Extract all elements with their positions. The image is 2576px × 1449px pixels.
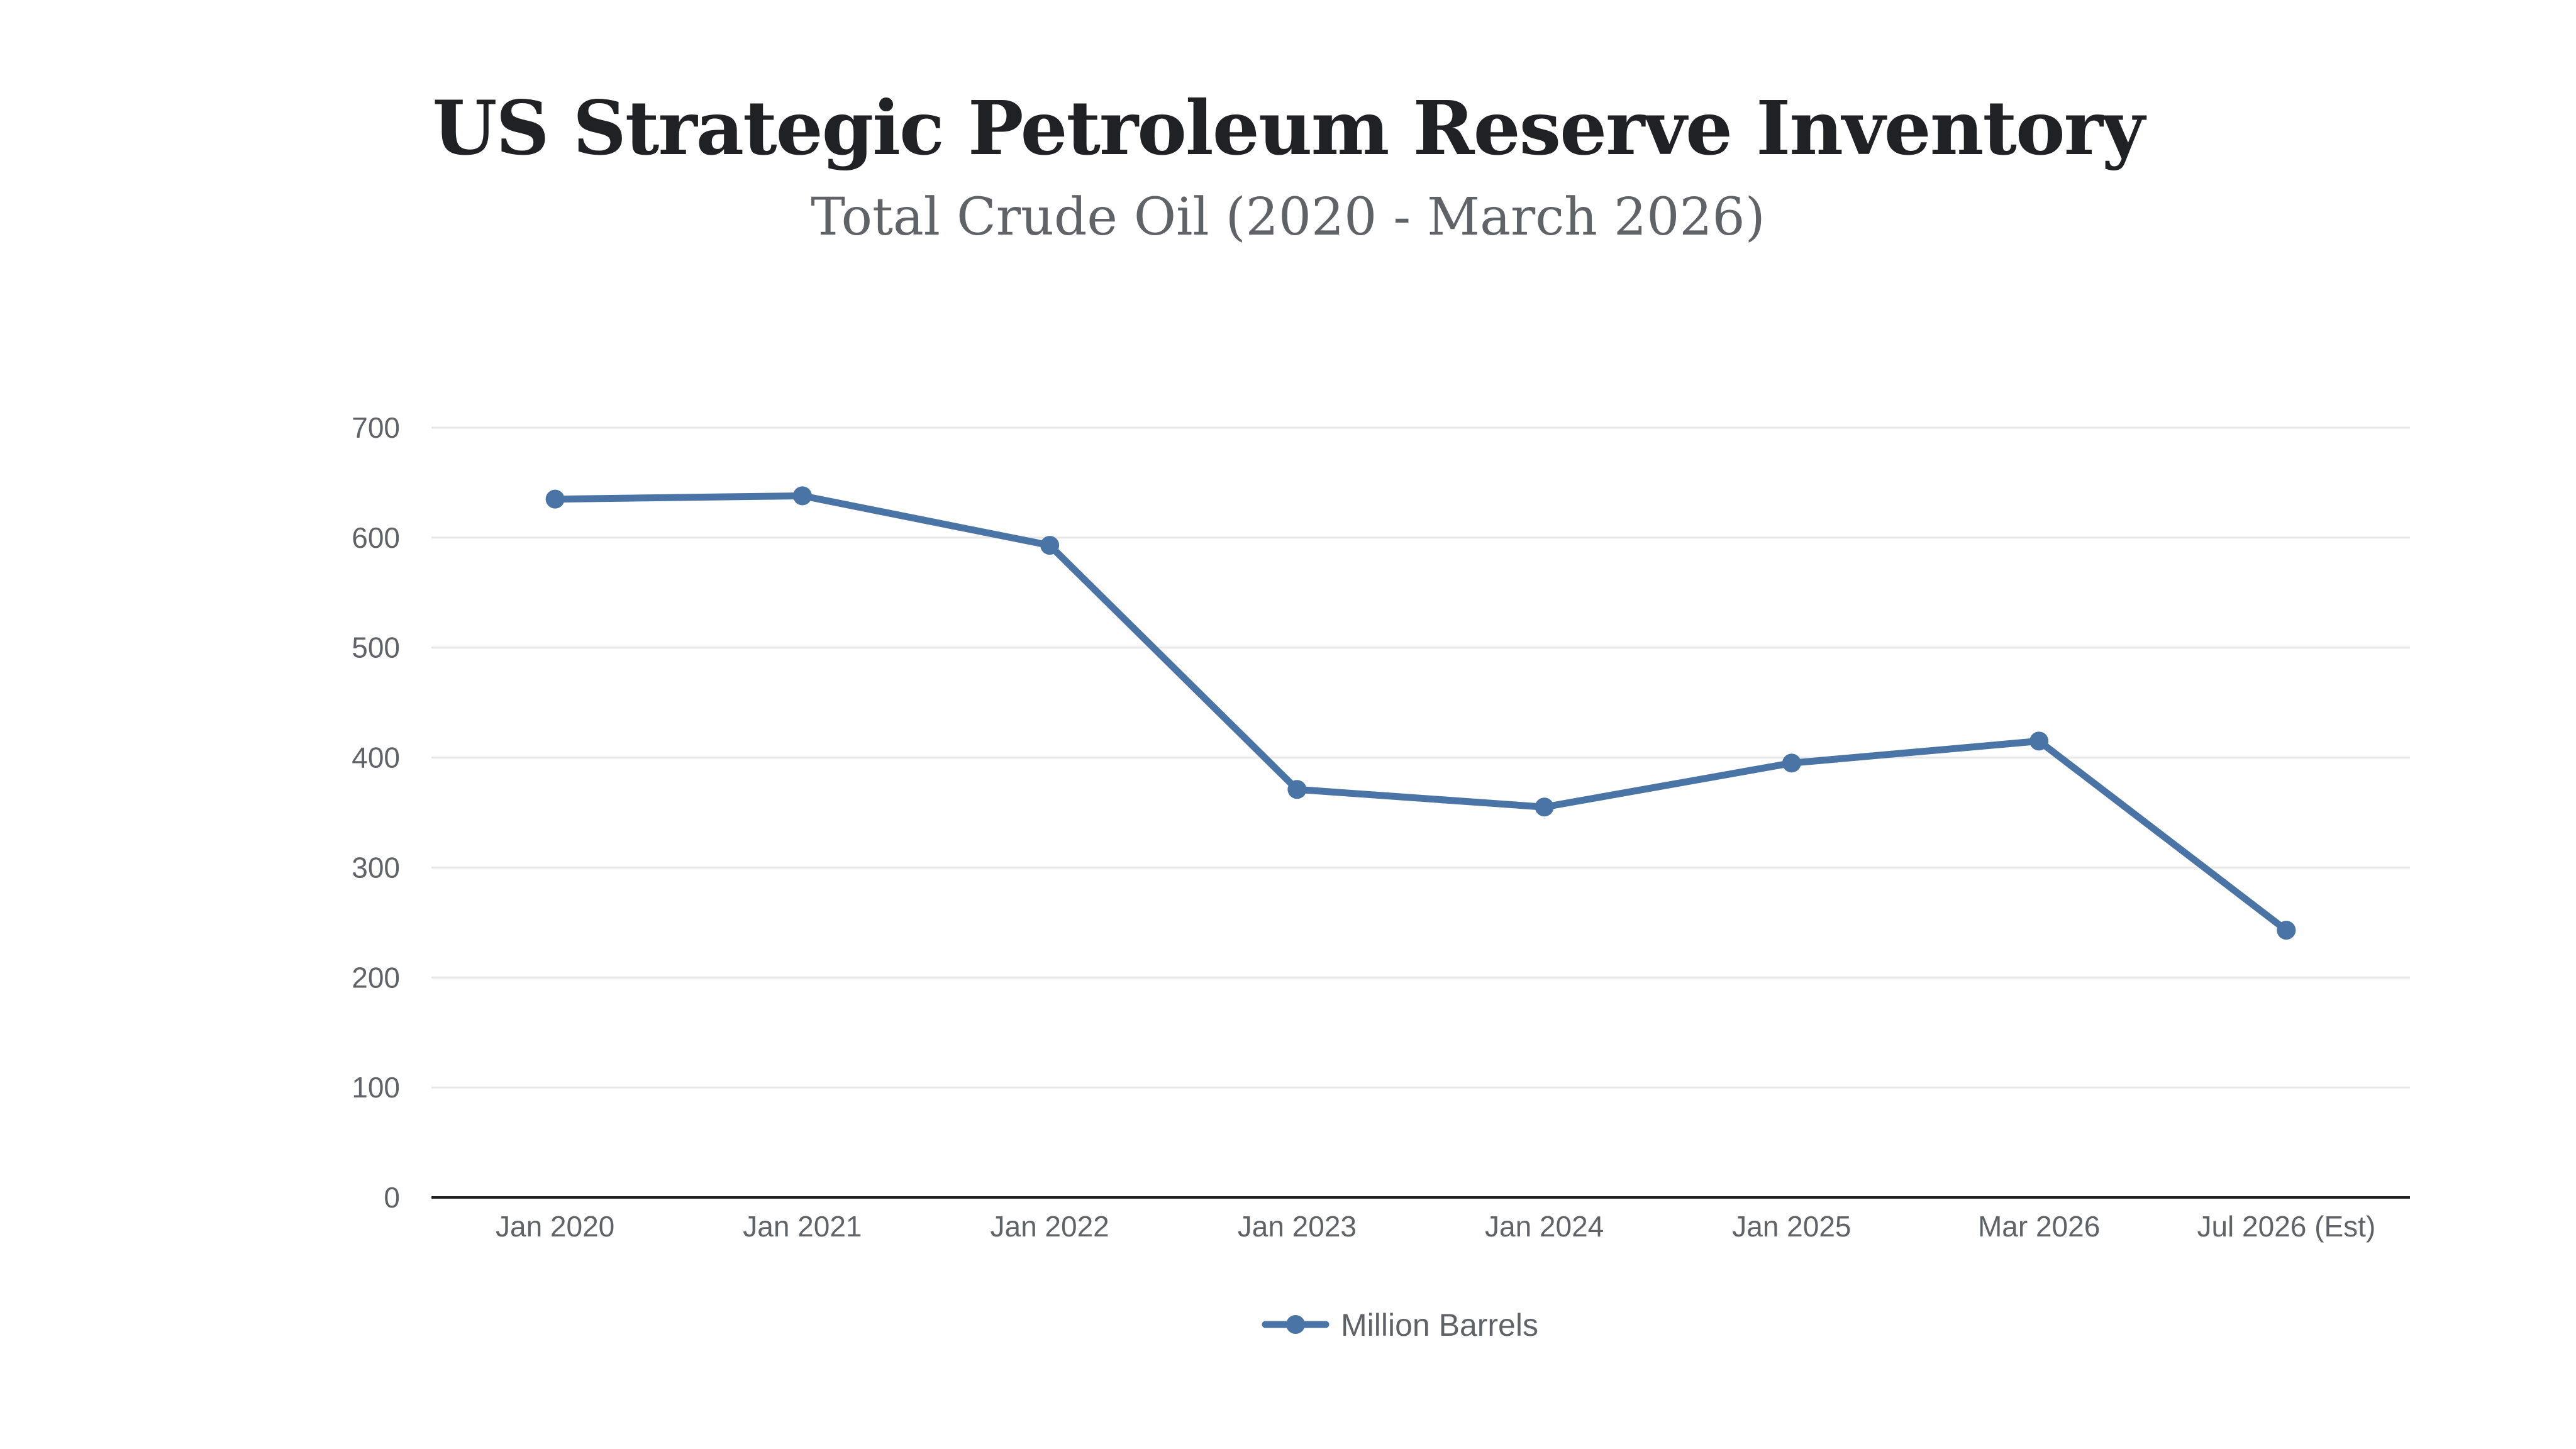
data-point bbox=[2277, 921, 2296, 940]
x-tick-label: Jan 2021 bbox=[743, 1210, 862, 1243]
y-tick-label: 700 bbox=[352, 411, 400, 444]
y-tick-label: 0 bbox=[384, 1181, 400, 1214]
x-tick-label: Jan 2025 bbox=[1732, 1210, 1851, 1243]
x-axis-ticks: Jan 2020 Jan 2021 Jan 2022 Jan 2023 Jan 2024… bbox=[496, 1210, 2375, 1243]
data-point bbox=[545, 489, 565, 509]
data-point bbox=[1287, 780, 1307, 799]
chart-title: US Strategic Petroleum Reserve Inventory bbox=[432, 84, 2145, 172]
x-tick-label: Jan 2022 bbox=[990, 1210, 1109, 1243]
x-tick-label: Jul 2026 (Est) bbox=[2197, 1210, 2375, 1243]
data-point bbox=[2029, 731, 2049, 751]
legend-swatch-marker bbox=[1286, 1315, 1305, 1334]
series-line bbox=[552, 492, 2290, 934]
y-tick-label: 400 bbox=[352, 741, 400, 774]
legend[interactable]: Million Barrels bbox=[1262, 1307, 1538, 1343]
data-point bbox=[1040, 536, 1060, 555]
legend-label: Million Barrels bbox=[1341, 1307, 1538, 1343]
series-group bbox=[545, 486, 2296, 940]
y-tick-label: 500 bbox=[352, 631, 400, 664]
y-tick-label: 600 bbox=[352, 521, 400, 554]
y-tick-label: 100 bbox=[352, 1071, 400, 1104]
y-tick-label: 200 bbox=[352, 961, 400, 994]
gridlines bbox=[431, 426, 2410, 1089]
x-tick-label: Jan 2020 bbox=[496, 1210, 614, 1243]
y-axis-ticks: 0 100 200 300 400 500 600 700 bbox=[352, 411, 400, 1214]
chart-subtitle: Total Crude Oil (2020 - March 2026) bbox=[811, 187, 1765, 247]
y-tick-label: 300 bbox=[352, 851, 400, 884]
data-point bbox=[792, 486, 812, 506]
x-tick-label: Jan 2023 bbox=[1238, 1210, 1357, 1243]
data-point bbox=[1535, 797, 1554, 817]
x-tick-label: Mar 2026 bbox=[1978, 1210, 2100, 1243]
data-point bbox=[1782, 753, 1801, 773]
x-tick-label: Jan 2024 bbox=[1485, 1210, 1604, 1243]
